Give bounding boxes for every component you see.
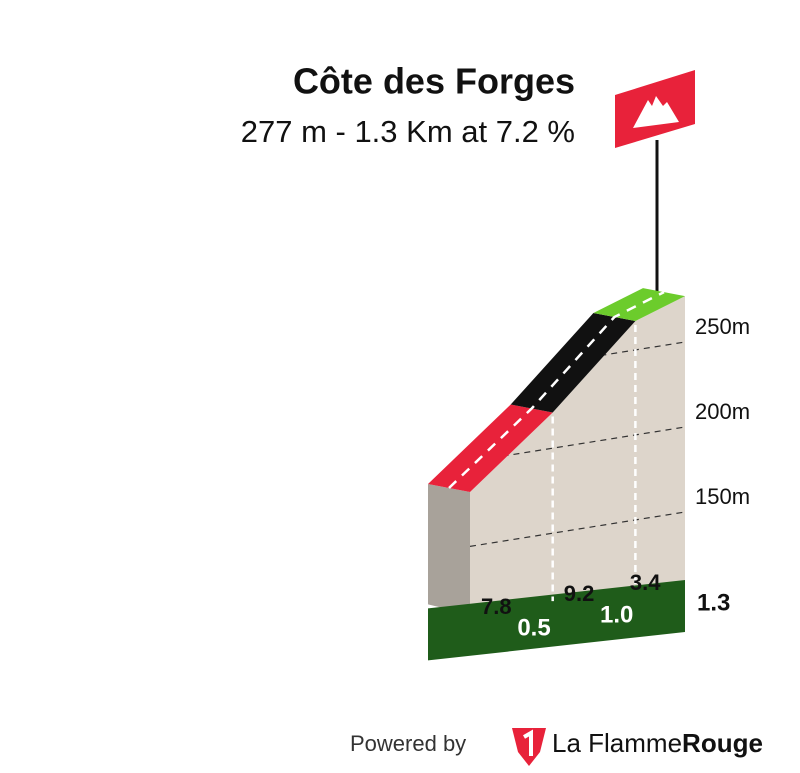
brand-name: La FlammeRouge: [552, 728, 763, 758]
grid-line: [470, 511, 685, 547]
gradient-label: 9.2: [564, 581, 595, 606]
road-centerline: [448, 290, 665, 489]
brand-logo-mark: [523, 729, 533, 756]
y-tick-label: 200m: [695, 399, 750, 424]
y-tick-label: 250m: [695, 314, 750, 339]
y-tick-label: 150m: [695, 484, 750, 509]
plot: 150m 200m 250m 7.80.5 9.21.0 3.4 1.3: [428, 288, 750, 661]
distance-label: 1.3: [697, 589, 730, 616]
base: [428, 580, 685, 661]
brand-name-light: La Flamme: [552, 728, 682, 758]
road-segment: [510, 313, 636, 413]
chart-subtitle: 277 m - 1.3 Km at 7.2 %: [241, 114, 575, 149]
distance-label: 0.5: [517, 615, 550, 642]
gradient-label: 3.4: [630, 570, 661, 595]
chart-title: Côte des Forges: [293, 61, 575, 102]
gradient-label: 7.8: [481, 594, 512, 619]
profile-wall: [470, 296, 685, 615]
distance-label: 1.0: [600, 601, 633, 628]
side-face: [428, 484, 470, 615]
mountain-icon: [633, 96, 679, 128]
brand-name-bold: Rouge: [682, 728, 763, 758]
road-segment: [593, 288, 685, 321]
powered-by: Powered by: [350, 731, 466, 756]
